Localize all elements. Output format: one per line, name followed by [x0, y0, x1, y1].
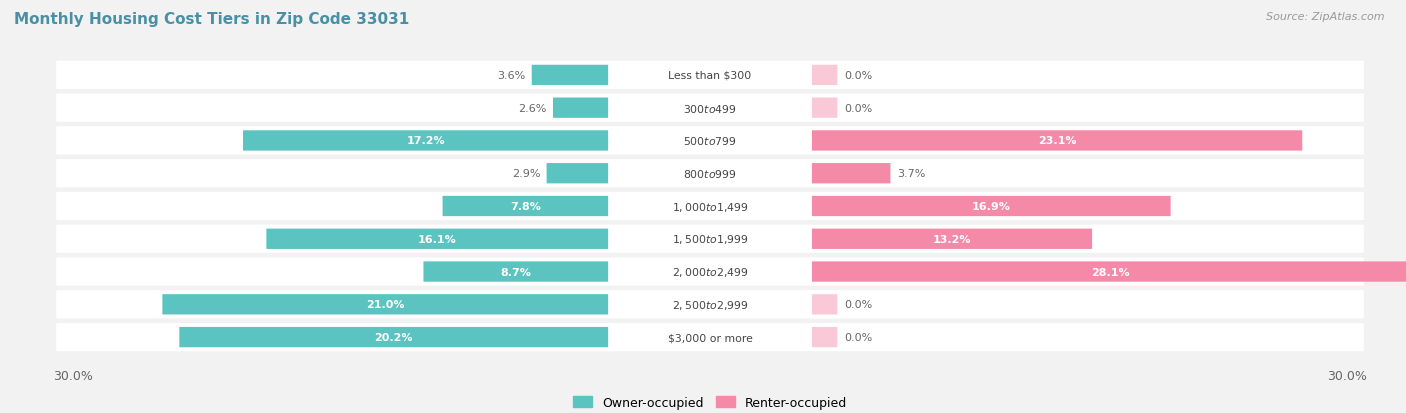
Text: 20.2%: 20.2%: [374, 332, 413, 342]
Text: 2.6%: 2.6%: [519, 103, 547, 114]
FancyBboxPatch shape: [811, 229, 1092, 249]
Text: 0.0%: 0.0%: [844, 103, 872, 114]
Text: $500 to $799: $500 to $799: [683, 135, 737, 147]
Text: 0.0%: 0.0%: [844, 332, 872, 342]
FancyBboxPatch shape: [56, 225, 1364, 253]
FancyBboxPatch shape: [811, 327, 838, 347]
Text: $300 to $499: $300 to $499: [683, 102, 737, 114]
Text: 17.2%: 17.2%: [406, 136, 444, 146]
Text: 3.7%: 3.7%: [897, 169, 925, 179]
FancyBboxPatch shape: [56, 290, 1364, 319]
FancyBboxPatch shape: [423, 262, 609, 282]
Text: $1,000 to $1,499: $1,000 to $1,499: [672, 200, 748, 213]
FancyBboxPatch shape: [180, 327, 609, 347]
Text: 7.8%: 7.8%: [510, 202, 541, 211]
FancyBboxPatch shape: [56, 192, 1364, 221]
FancyBboxPatch shape: [266, 229, 609, 249]
Text: 28.1%: 28.1%: [1091, 267, 1129, 277]
FancyBboxPatch shape: [811, 98, 838, 119]
FancyBboxPatch shape: [243, 131, 609, 151]
Text: 0.0%: 0.0%: [844, 71, 872, 81]
FancyBboxPatch shape: [547, 164, 609, 184]
Text: $3,000 or more: $3,000 or more: [668, 332, 752, 342]
FancyBboxPatch shape: [56, 127, 1364, 155]
FancyBboxPatch shape: [811, 262, 1406, 282]
FancyBboxPatch shape: [56, 323, 1364, 351]
FancyBboxPatch shape: [56, 62, 1364, 90]
FancyBboxPatch shape: [811, 196, 1171, 217]
FancyBboxPatch shape: [811, 131, 1302, 151]
Text: 13.2%: 13.2%: [932, 234, 972, 244]
Text: $800 to $999: $800 to $999: [683, 168, 737, 180]
FancyBboxPatch shape: [56, 160, 1364, 188]
Text: Less than $300: Less than $300: [668, 71, 752, 81]
Text: $2,000 to $2,499: $2,000 to $2,499: [672, 266, 748, 278]
FancyBboxPatch shape: [811, 66, 838, 86]
Text: 23.1%: 23.1%: [1038, 136, 1077, 146]
Text: 2.9%: 2.9%: [512, 169, 540, 179]
Text: 8.7%: 8.7%: [501, 267, 531, 277]
Text: 3.6%: 3.6%: [498, 71, 526, 81]
Text: 16.9%: 16.9%: [972, 202, 1011, 211]
FancyBboxPatch shape: [553, 98, 609, 119]
FancyBboxPatch shape: [811, 164, 890, 184]
FancyBboxPatch shape: [443, 196, 609, 217]
FancyBboxPatch shape: [811, 294, 838, 315]
FancyBboxPatch shape: [162, 294, 609, 315]
Text: $1,500 to $1,999: $1,500 to $1,999: [672, 233, 748, 246]
Legend: Owner-occupied, Renter-occupied: Owner-occupied, Renter-occupied: [568, 391, 852, 413]
Text: $2,500 to $2,999: $2,500 to $2,999: [672, 298, 748, 311]
Text: 0.0%: 0.0%: [844, 299, 872, 310]
FancyBboxPatch shape: [531, 66, 609, 86]
FancyBboxPatch shape: [56, 258, 1364, 286]
FancyBboxPatch shape: [56, 94, 1364, 123]
Text: Monthly Housing Cost Tiers in Zip Code 33031: Monthly Housing Cost Tiers in Zip Code 3…: [14, 12, 409, 27]
Text: Source: ZipAtlas.com: Source: ZipAtlas.com: [1267, 12, 1385, 22]
Text: 21.0%: 21.0%: [366, 299, 405, 310]
Text: 16.1%: 16.1%: [418, 234, 457, 244]
